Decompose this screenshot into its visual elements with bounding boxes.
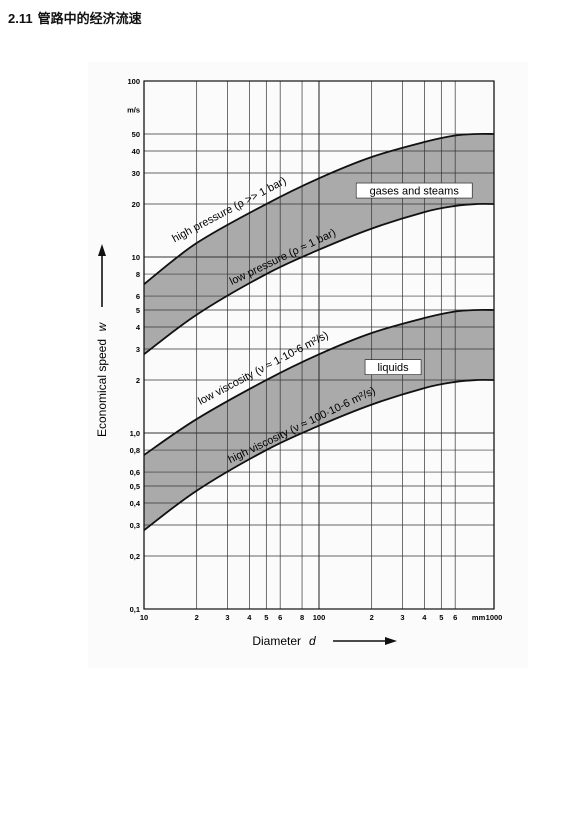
y-tick-label: 6 <box>136 292 140 301</box>
y-tick-label: 20 <box>132 200 140 209</box>
y-tick-label: 0,6 <box>130 468 140 477</box>
band-upper-curve-1 <box>143 308 495 456</box>
y-tick-label: 0,8 <box>130 446 140 455</box>
plot-frame <box>143 80 495 610</box>
y-tick-label: 40 <box>132 147 140 156</box>
band-lower-curve-1 <box>143 378 495 532</box>
x-tick-label: 5 <box>264 613 268 622</box>
liquids-label-box <box>364 359 422 375</box>
x-axis-arrow-head <box>385 637 397 645</box>
y-tick-label: 0,4 <box>130 499 141 508</box>
x-tick-label: 4 <box>422 613 427 622</box>
y-axis-title: Economical speed <box>95 339 109 437</box>
section-title: 2.11 管路中的经济流速 <box>8 8 142 27</box>
band-upper-curve-0 <box>143 132 495 285</box>
x-tick-label: 6 <box>278 613 282 622</box>
x-tick-label: 8 <box>300 613 304 622</box>
band-lower-curve-0 <box>143 202 495 356</box>
y-tick-label: 1,0 <box>130 429 140 438</box>
x-tick-label: 2 <box>195 613 199 622</box>
section-title-text: 管路中的经济流速 <box>37 11 142 26</box>
y-tick-label: 0,3 <box>130 521 140 530</box>
y-tick-label: 100 <box>127 77 140 86</box>
x-tick-label: 4 <box>247 613 252 622</box>
gases-and-steams-label-box <box>355 182 473 199</box>
chart-figure: 10 2 3 4 5 6 8 100 2 3 4 5 6 1000 mm 0,1 0,2 0,3 0,4 0,5 0,6… <box>88 62 528 668</box>
x-tick-label: 100 <box>313 613 326 622</box>
y-unit-label: m/s <box>127 105 140 114</box>
x-tick-label: 3 <box>225 613 229 622</box>
y-tick-label: 30 <box>132 169 140 178</box>
y-tick-label: 4 <box>136 323 141 332</box>
gases-and-steams-label: gases and steams <box>370 186 460 198</box>
y-axis-symbol: w <box>95 321 109 331</box>
y-tick-label: 0,5 <box>130 482 140 491</box>
x-unit-label: mm <box>472 613 486 622</box>
y-tick-label: 3 <box>136 345 140 354</box>
y-tick-label: 10 <box>132 253 140 262</box>
y-axis-arrow-head <box>98 244 106 256</box>
y-tick-label: 0,1 <box>130 605 140 614</box>
section-number: 2.11 <box>8 11 33 26</box>
y-tick-label: 5 <box>136 306 140 315</box>
x-axis-title: Diameter <box>252 634 301 648</box>
y-tick-label: 50 <box>132 130 140 139</box>
x-tick-label: 3 <box>400 613 404 622</box>
x-tick-label: 5 <box>439 613 443 622</box>
y-tick-label: 8 <box>136 270 140 279</box>
x-tick-label: 6 <box>453 613 457 622</box>
liquids-label: liquids <box>377 362 409 374</box>
y-tick-label: 0,2 <box>130 552 140 561</box>
x-tick-label: 2 <box>370 613 374 622</box>
x-tick-label: 1000 <box>486 613 503 622</box>
x-tick-label: 10 <box>140 613 148 622</box>
y-tick-label: 2 <box>136 376 140 385</box>
x-axis-symbol: d <box>309 634 316 648</box>
